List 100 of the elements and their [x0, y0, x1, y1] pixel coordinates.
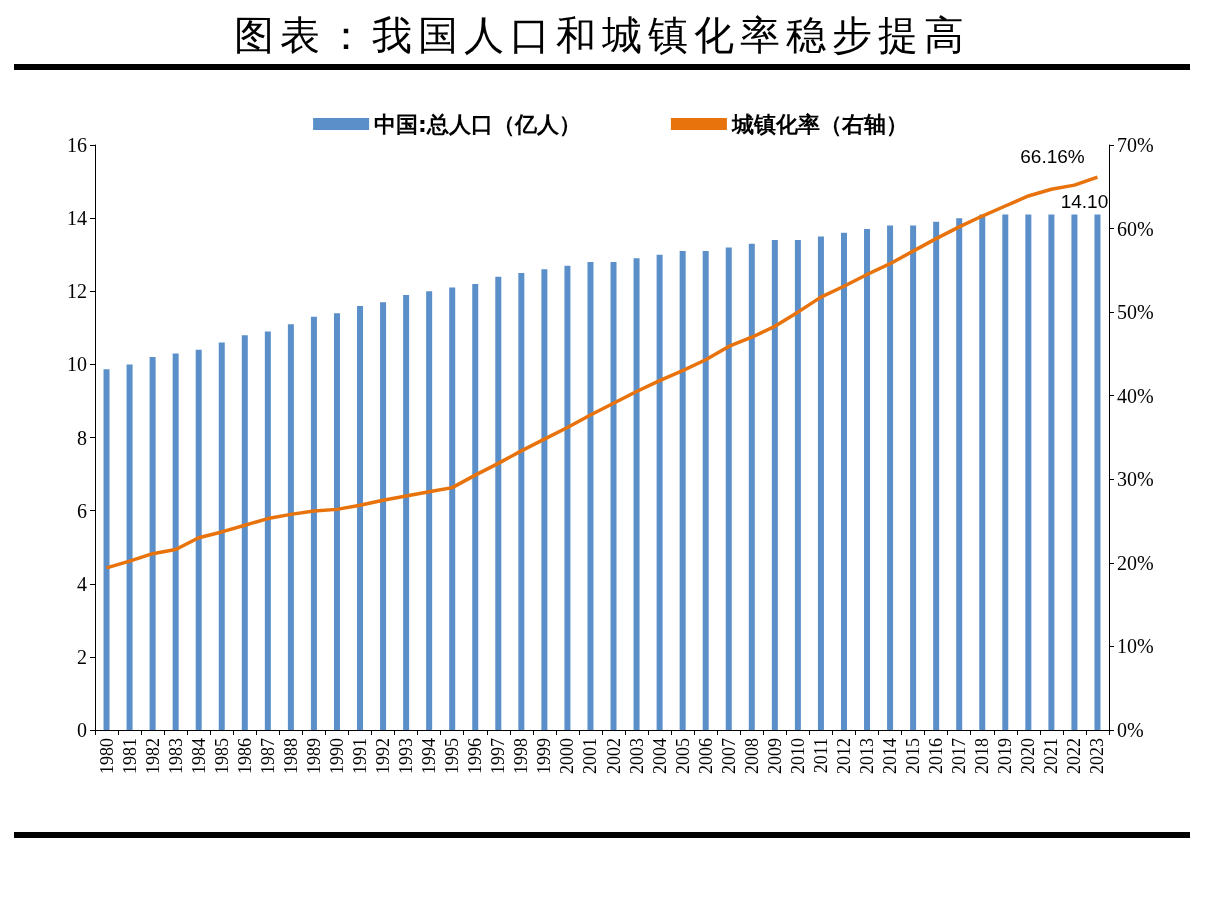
bar [933, 221, 940, 730]
y-tick-label: 0 [77, 719, 87, 741]
y2-tick-label: 40% [1117, 384, 1154, 407]
x-tick-label: 2005 [672, 738, 693, 774]
bar [287, 324, 294, 730]
x-tick-label: 2004 [649, 738, 670, 774]
y2-tick-label: 50% [1117, 301, 1154, 324]
x-tick-label: 2019 [995, 738, 1016, 774]
y2-tick-label: 60% [1117, 217, 1154, 240]
bar [748, 243, 755, 730]
bar [310, 316, 317, 730]
y2-tick-label: 70% [1117, 134, 1154, 156]
x-tick-label: 1996 [465, 738, 486, 774]
bar [864, 229, 871, 730]
legend-label: 城镇化率（右轴） [730, 111, 908, 137]
y-tick-label: 16 [67, 134, 87, 156]
x-tick-label: 1990 [326, 738, 347, 774]
bar [449, 287, 456, 730]
bar [495, 276, 502, 730]
x-tick-label: 2002 [603, 738, 624, 774]
bar [1025, 214, 1032, 730]
y-tick-label: 4 [77, 572, 87, 595]
bar [403, 294, 410, 730]
x-tick-label: 1995 [442, 738, 463, 774]
x-tick-label: 2015 [903, 738, 924, 774]
x-tick-label: 2000 [557, 738, 578, 774]
x-tick-label: 2007 [718, 738, 739, 774]
x-tick-label: 2010 [787, 738, 808, 774]
bar [633, 258, 640, 730]
bar [702, 251, 709, 730]
y2-tick-label: 0% [1117, 719, 1144, 741]
bar [564, 265, 571, 730]
bar [333, 313, 340, 730]
x-tick-label: 1985 [211, 738, 232, 774]
bar [195, 349, 202, 730]
x-tick-label: 2023 [1087, 738, 1108, 774]
x-tick-label: 1993 [396, 738, 417, 774]
x-tick-label: 1981 [119, 738, 140, 774]
x-tick-label: 2009 [764, 738, 785, 774]
chart-title: 图表：我国人口和城镇化率稳步提高 [14, 6, 1190, 70]
y-tick-label: 2 [77, 645, 87, 668]
bar [426, 291, 433, 730]
bar [656, 254, 663, 730]
bar [679, 251, 686, 730]
x-tick-label: 1980 [96, 738, 117, 774]
x-tick-label: 1983 [165, 738, 186, 774]
x-tick-label: 1992 [373, 738, 394, 774]
y-tick-label: 6 [77, 499, 87, 522]
bar [1071, 214, 1078, 730]
y2-tick-label: 20% [1117, 551, 1154, 574]
x-tick-label: 1999 [534, 738, 555, 774]
data-label: 66.16% [1020, 146, 1085, 168]
bar [956, 218, 963, 730]
x-tick-label: 2022 [1064, 738, 1085, 774]
x-tick-label: 2018 [972, 738, 993, 774]
y-tick-label: 14 [67, 207, 87, 230]
bar [794, 240, 801, 730]
y-tick-label: 10 [67, 353, 87, 376]
legend-label: 中国:总人口（亿人） [374, 111, 581, 137]
x-tick-label: 2001 [580, 738, 601, 774]
y-tick-label: 8 [77, 426, 87, 449]
bar [979, 214, 986, 730]
x-tick-label: 2020 [1018, 738, 1039, 774]
bar [817, 236, 824, 730]
bar [103, 369, 110, 730]
bar [380, 302, 387, 730]
bar [1048, 214, 1055, 730]
bar [610, 262, 617, 730]
bar [725, 247, 732, 730]
bar [518, 272, 525, 730]
y2-tick-label: 30% [1117, 468, 1154, 491]
x-tick-label: 2011 [810, 738, 831, 774]
x-tick-label: 1982 [142, 738, 163, 774]
y2-tick-label: 10% [1117, 635, 1154, 658]
x-tick-label: 2008 [741, 738, 762, 774]
bar [587, 262, 594, 730]
x-tick-label: 2003 [626, 738, 647, 774]
x-tick-label: 2006 [695, 738, 716, 774]
x-tick-label: 1997 [488, 738, 509, 774]
x-tick-label: 2012 [833, 738, 854, 774]
x-tick-label: 1994 [419, 738, 440, 774]
data-label: 14.10 [1060, 191, 1109, 213]
x-tick-label: 2016 [926, 738, 947, 774]
bar [126, 364, 133, 730]
bar [840, 232, 847, 730]
bar [541, 269, 548, 730]
x-tick-label: 2014 [880, 738, 901, 774]
bar [357, 305, 364, 730]
bar [771, 240, 778, 730]
bar [1002, 214, 1009, 730]
x-tick-label: 1986 [234, 738, 255, 774]
x-tick-label: 1988 [280, 738, 301, 774]
bar [149, 357, 156, 730]
bar [472, 283, 479, 730]
bar [218, 342, 225, 730]
bar [264, 331, 271, 730]
bar [241, 335, 248, 730]
x-tick-label: 1984 [188, 738, 209, 774]
bar [172, 353, 179, 730]
y-tick-label: 12 [67, 280, 87, 303]
